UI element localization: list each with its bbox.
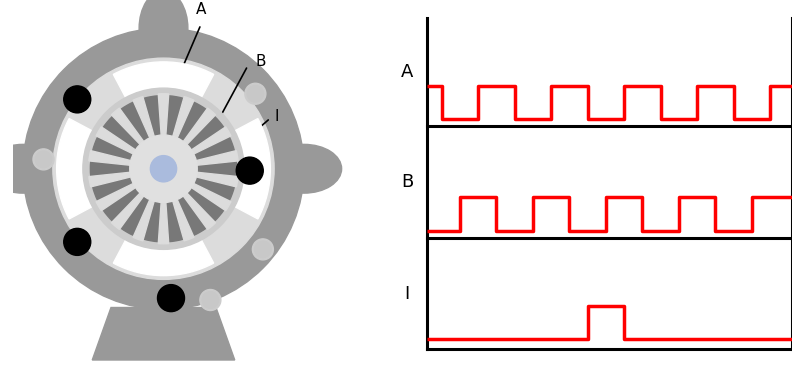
Wedge shape bbox=[163, 169, 224, 221]
Wedge shape bbox=[143, 96, 163, 169]
Circle shape bbox=[35, 151, 51, 168]
Wedge shape bbox=[163, 169, 234, 201]
Circle shape bbox=[236, 157, 263, 184]
Text: A: A bbox=[401, 63, 413, 81]
Circle shape bbox=[83, 88, 244, 249]
Circle shape bbox=[129, 135, 197, 202]
Circle shape bbox=[252, 239, 273, 260]
Circle shape bbox=[158, 285, 184, 311]
Circle shape bbox=[63, 86, 91, 113]
Wedge shape bbox=[56, 118, 163, 219]
Circle shape bbox=[255, 241, 271, 258]
Wedge shape bbox=[163, 169, 230, 211]
Wedge shape bbox=[163, 169, 206, 236]
Text: A: A bbox=[196, 2, 206, 17]
Wedge shape bbox=[113, 169, 214, 276]
Wedge shape bbox=[163, 137, 234, 169]
Wedge shape bbox=[163, 127, 230, 169]
Circle shape bbox=[237, 158, 262, 183]
Wedge shape bbox=[112, 169, 163, 230]
Text: ⊕: ⊕ bbox=[72, 93, 83, 106]
Text: ⊕: ⊕ bbox=[72, 236, 83, 248]
Wedge shape bbox=[89, 151, 163, 169]
Circle shape bbox=[157, 285, 184, 312]
Wedge shape bbox=[163, 169, 215, 230]
Polygon shape bbox=[92, 308, 234, 360]
Circle shape bbox=[245, 83, 266, 104]
Circle shape bbox=[150, 156, 177, 182]
Wedge shape bbox=[163, 102, 206, 169]
Circle shape bbox=[53, 58, 274, 279]
Text: B: B bbox=[255, 54, 266, 69]
Wedge shape bbox=[163, 116, 224, 169]
Wedge shape bbox=[163, 169, 183, 242]
Text: ⊕: ⊕ bbox=[165, 292, 176, 304]
Wedge shape bbox=[96, 127, 163, 169]
Circle shape bbox=[64, 229, 90, 255]
Wedge shape bbox=[163, 96, 183, 169]
Circle shape bbox=[63, 228, 91, 255]
Wedge shape bbox=[92, 137, 163, 169]
Wedge shape bbox=[163, 108, 215, 169]
Ellipse shape bbox=[139, 272, 188, 347]
Wedge shape bbox=[143, 169, 163, 242]
Wedge shape bbox=[163, 151, 238, 169]
Wedge shape bbox=[92, 169, 163, 201]
Ellipse shape bbox=[139, 0, 188, 66]
Text: ⊕: ⊕ bbox=[244, 164, 255, 177]
Wedge shape bbox=[163, 118, 270, 219]
Circle shape bbox=[22, 28, 304, 309]
Text: I: I bbox=[404, 285, 410, 303]
Wedge shape bbox=[158, 169, 169, 244]
Wedge shape bbox=[112, 108, 163, 169]
Circle shape bbox=[247, 86, 263, 102]
Ellipse shape bbox=[267, 144, 341, 193]
Wedge shape bbox=[163, 161, 236, 176]
Wedge shape bbox=[113, 62, 214, 169]
Circle shape bbox=[202, 292, 218, 308]
Wedge shape bbox=[89, 169, 163, 187]
Wedge shape bbox=[103, 169, 163, 221]
Wedge shape bbox=[163, 169, 194, 241]
Wedge shape bbox=[132, 97, 163, 169]
Wedge shape bbox=[90, 161, 163, 176]
Circle shape bbox=[200, 290, 221, 310]
Wedge shape bbox=[120, 102, 163, 169]
Wedge shape bbox=[96, 169, 163, 211]
Circle shape bbox=[33, 149, 54, 170]
Text: I: I bbox=[274, 109, 279, 124]
Wedge shape bbox=[132, 169, 163, 241]
Text: B: B bbox=[401, 173, 413, 191]
Circle shape bbox=[64, 87, 90, 112]
Wedge shape bbox=[120, 169, 163, 236]
Wedge shape bbox=[103, 116, 163, 169]
Circle shape bbox=[105, 111, 222, 227]
Wedge shape bbox=[158, 94, 169, 169]
Ellipse shape bbox=[0, 144, 60, 193]
Wedge shape bbox=[163, 169, 238, 187]
Wedge shape bbox=[163, 97, 194, 169]
